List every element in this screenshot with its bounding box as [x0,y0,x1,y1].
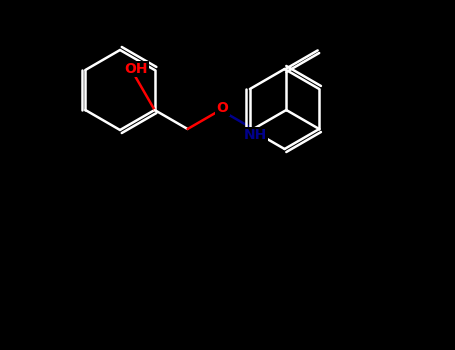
Text: OH: OH [124,62,147,76]
Text: NH: NH [244,128,267,142]
Text: O: O [217,101,228,115]
